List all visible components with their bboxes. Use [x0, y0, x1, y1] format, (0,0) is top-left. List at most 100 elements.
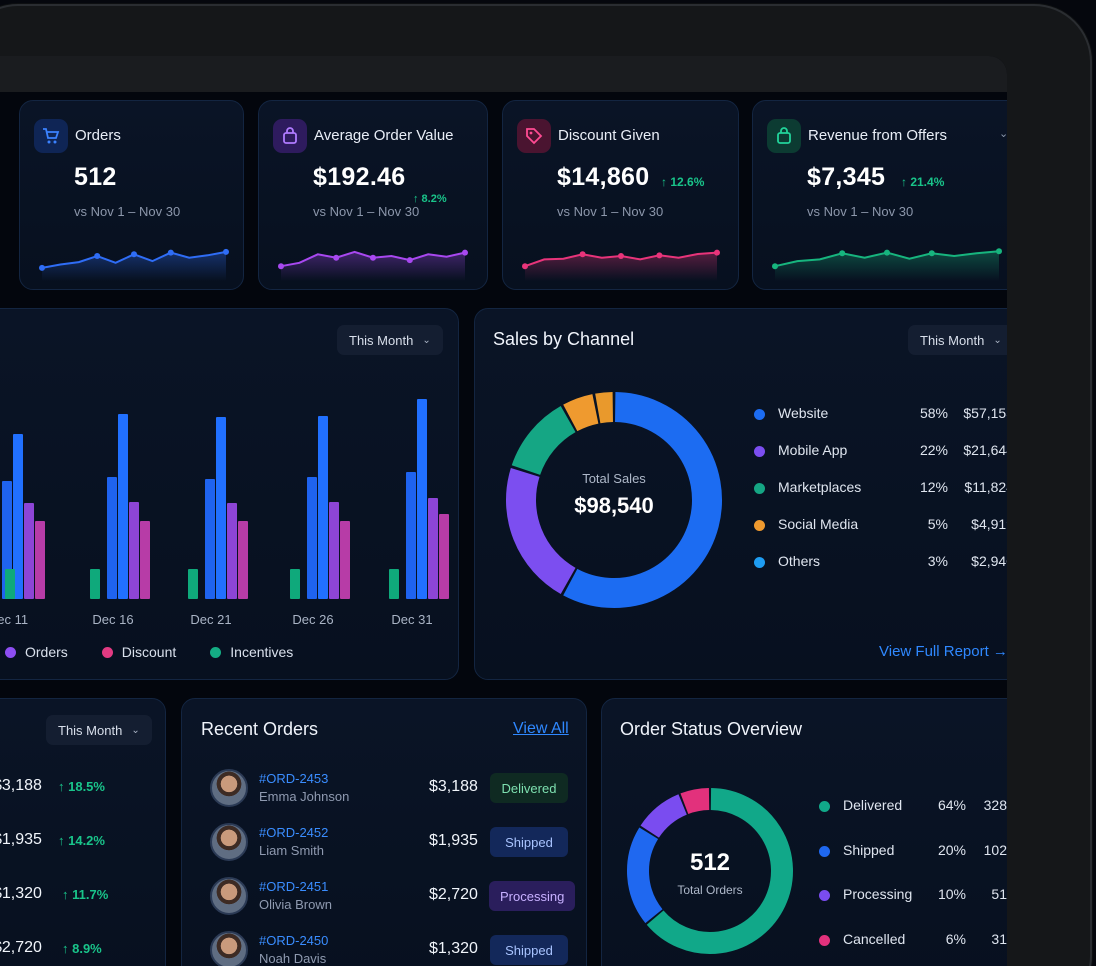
order-amount: $1,935 — [429, 832, 478, 849]
donut-slice[interactable] — [680, 788, 710, 815]
bar[interactable] — [340, 521, 350, 599]
order-id[interactable]: #ORD-2451 — [259, 879, 329, 894]
kpi-change: ↑ 21.4% — [901, 175, 945, 189]
kpi-card-orders[interactable]: Orders 512 vs Nov 1 – Nov 30 — [19, 100, 244, 290]
donut-slice[interactable] — [511, 406, 576, 476]
order-id[interactable]: #ORD-2450 — [259, 933, 329, 948]
status-count: 102 — [983, 841, 1007, 858]
donut-slice[interactable] — [646, 788, 793, 954]
dropdown-label: This Month — [920, 332, 985, 348]
chevron-down-icon[interactable]: ⌄ — [999, 127, 1007, 140]
bar[interactable] — [389, 569, 399, 599]
sparkline-point — [462, 249, 468, 256]
bar[interactable] — [90, 569, 100, 599]
kpi-value: $14,860 — [557, 163, 650, 191]
sparkline-point — [839, 250, 846, 257]
bar[interactable] — [216, 417, 226, 599]
kpi-card-discount-given[interactable]: Discount Given $14,860 ↑ 12.6% vs Nov 1 … — [502, 100, 739, 290]
item-change: ↑ 18.5% — [58, 779, 105, 794]
discount-sparkline — [522, 249, 720, 281]
channel-name: Social Media — [778, 516, 859, 532]
period-dropdown[interactable]: This Month ⌄ — [46, 715, 152, 745]
bar[interactable] — [417, 399, 427, 599]
channel-percent: 5% — [927, 516, 948, 532]
item-change: ↑ 8.9% — [62, 941, 102, 956]
bar[interactable] — [24, 503, 34, 599]
period-dropdown[interactable]: This Month ⌄ — [337, 325, 443, 355]
legend-dot — [101, 646, 113, 658]
donut-slice[interactable] — [563, 394, 599, 432]
bar[interactable] — [13, 434, 23, 599]
sparkline-point — [333, 254, 340, 261]
kpi-title: Revenue from Offers — [808, 127, 947, 144]
sales-donut-chart — [506, 392, 722, 608]
sparkline-point — [167, 249, 174, 256]
bar[interactable] — [329, 502, 339, 599]
view-full-report-link[interactable]: View Full Report → — [879, 643, 1007, 660]
status-legend-row[interactable]: Delivered 64% 328 — [819, 797, 1007, 817]
sparkline-point — [618, 253, 624, 259]
order-id[interactable]: #ORD-2452 — [259, 825, 329, 840]
bar[interactable] — [307, 477, 317, 599]
channel-percent: 3% — [927, 553, 948, 569]
orders-sparkline — [39, 248, 229, 281]
donut-slice[interactable] — [563, 392, 722, 608]
order-amount: $1,320 — [429, 940, 478, 957]
donut-slice[interactable] — [595, 392, 614, 424]
app-screen: Orders 512 vs Nov 1 – Nov 30 Average Ord… — [0, 56, 1007, 966]
donut-slice[interactable] — [627, 827, 663, 924]
status-count: 31 — [991, 930, 1007, 947]
bar[interactable] — [406, 472, 416, 599]
channel-name: Mobile App — [778, 442, 848, 458]
bar[interactable] — [290, 569, 300, 599]
bar[interactable] — [35, 521, 45, 599]
kpi-value: 512 — [74, 163, 117, 191]
sparkline-point — [884, 249, 890, 256]
status-count: 328 — [983, 797, 1007, 813]
bar[interactable] — [318, 416, 328, 599]
legend-item-orders[interactable]: Orders — [5, 644, 68, 660]
bar[interactable] — [439, 514, 449, 599]
bar[interactable] — [188, 569, 198, 599]
channel-legend-row[interactable]: Mobile App 22% $21,644 — [754, 442, 1007, 462]
channel-legend-row[interactable]: Marketplaces 12% $11,824 — [754, 479, 1007, 499]
bar[interactable] — [227, 503, 237, 599]
status-legend-row[interactable]: Cancelled 6% 31 — [819, 931, 1007, 951]
bar[interactable] — [107, 477, 117, 599]
bar[interactable] — [129, 502, 139, 599]
kpi-card-revenue-from-offers[interactable]: Revenue from Offers $7,345 ↑ 21.4% vs No… — [752, 100, 1007, 290]
order-amount: $2,720 — [429, 886, 478, 903]
status-legend-row[interactable]: Shipped 20% 102 — [819, 842, 1007, 862]
channel-legend-row[interactable]: Social Media 5% $4,919 — [754, 516, 1007, 536]
chevron-down-icon: ⌄ — [131, 724, 140, 736]
status-legend-row[interactable]: Processing 10% 51 — [819, 886, 1007, 906]
legend-item-incentives[interactable]: Incentives — [210, 644, 293, 660]
channel-legend-row[interactable]: Website 58% $57,153 — [754, 405, 1007, 425]
avatar — [210, 823, 248, 861]
bar[interactable] — [205, 479, 215, 599]
legend-dot — [754, 520, 765, 531]
legend-item-discount[interactable]: Discount — [101, 644, 176, 660]
bar[interactable] — [238, 521, 248, 599]
legend-dot — [5, 646, 16, 658]
status-badge: Shipped — [490, 935, 568, 965]
donut-slice[interactable] — [640, 794, 688, 838]
status-percent: 20% — [937, 841, 966, 858]
bar[interactable] — [5, 569, 15, 599]
sparkline-point — [94, 253, 101, 259]
view-all-link[interactable]: View All — [513, 720, 569, 737]
item-change: ↑ 14.2% — [58, 833, 105, 848]
status-name: Processing — [843, 886, 913, 902]
avatar — [210, 769, 248, 807]
channel-legend-row[interactable]: Others 3% $2,940 — [754, 553, 1007, 573]
order-id[interactable]: #ORD-2453 — [259, 771, 329, 786]
tag-icon — [517, 119, 551, 153]
recent-orders-card: Recent Orders View All #ORD-2453 Emma Joh… — [181, 698, 587, 966]
bar[interactable] — [118, 414, 128, 599]
bar[interactable] — [140, 521, 150, 599]
kpi-card-average-order-value[interactable]: Average Order Value $192.46 ↑ 8.2% vs No… — [258, 100, 488, 290]
customer-name: Liam Smith — [259, 843, 325, 858]
donut-slice[interactable] — [506, 467, 576, 594]
period-dropdown[interactable]: This Month ⌄ — [908, 325, 1007, 355]
bar[interactable] — [428, 498, 438, 599]
